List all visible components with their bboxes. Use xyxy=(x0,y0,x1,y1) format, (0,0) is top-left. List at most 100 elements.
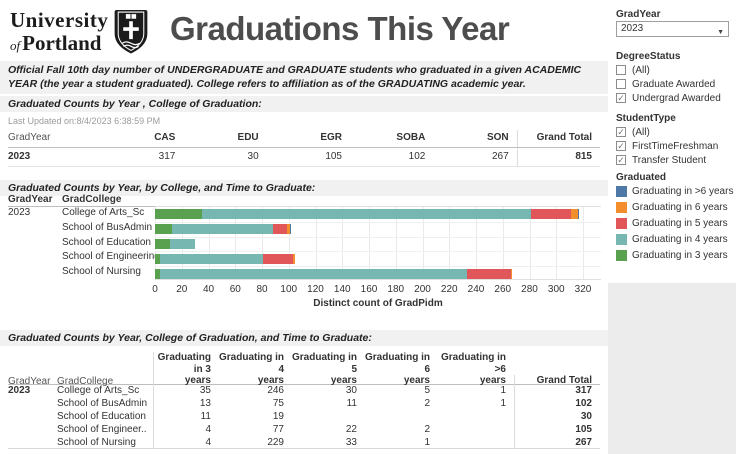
detail-table-header-row: GradYear GradCollege Graduating in 3 years… xyxy=(8,352,600,390)
axis-tick-label: 60 xyxy=(229,284,241,295)
legend-label: Graduating in >6 years xyxy=(632,185,734,197)
table-cell: 1 xyxy=(500,385,506,396)
stacked-bar xyxy=(155,253,296,264)
table-cell: 105 xyxy=(266,148,350,167)
table-row: School of Nursing 4 229 33 1 267 xyxy=(8,436,600,450)
filter-sidebar: GradYear 2023 ▼ DegreeStatus (All) Gradua… xyxy=(608,0,736,454)
bar-segment[interactable] xyxy=(155,253,161,264)
bar-segment[interactable] xyxy=(155,224,173,235)
table-cell-grand-total: 105 xyxy=(514,423,600,437)
bar-segment[interactable] xyxy=(160,268,467,279)
bar-segment[interactable] xyxy=(577,209,579,220)
checkbox-label: Undergrad Awarded xyxy=(632,92,721,104)
gridline xyxy=(502,207,504,279)
bar-segment[interactable] xyxy=(155,268,161,279)
table-cell: 19 xyxy=(272,410,284,422)
filter-checkbox-row[interactable]: ✓ FirstTimeFreshman xyxy=(616,140,718,152)
filter-checkbox-row[interactable]: (All) xyxy=(616,64,721,76)
gridline xyxy=(422,207,424,279)
legend-item[interactable]: Graduating in >6 years xyxy=(616,185,733,197)
logo-portland: Portland xyxy=(22,30,102,55)
table-row: 2023 College of Arts_Sc 35 246 30 5 1 317 xyxy=(8,385,600,398)
bar-segment[interactable] xyxy=(570,209,578,220)
table-cell-year xyxy=(8,424,57,437)
gradyear-filter-label: GradYear xyxy=(616,9,661,20)
university-logo-text: University ofPortland xyxy=(10,9,108,55)
checkbox-checked-icon[interactable]: ✓ xyxy=(616,93,626,103)
chart-category-label: School of Education xyxy=(62,236,151,248)
filter-checkbox-row[interactable]: Graduate Awarded xyxy=(616,78,721,90)
table-cell: 815 xyxy=(516,148,600,167)
checkbox-unchecked-icon[interactable] xyxy=(616,79,626,89)
filter-checkbox-row[interactable]: ✓ (All) xyxy=(616,126,718,138)
checkbox-label: Transfer Student xyxy=(632,154,707,166)
bar-segment[interactable] xyxy=(160,253,264,264)
legend-item[interactable]: Graduating in 5 years xyxy=(616,217,733,229)
axis-tick-label: 200 xyxy=(414,284,431,295)
axis-tick-label: 300 xyxy=(547,284,565,295)
table-cell-year xyxy=(8,398,57,411)
legend-item[interactable]: Graduating in 6 years xyxy=(616,201,733,213)
bar-segment[interactable] xyxy=(510,268,513,279)
column-header: EDU xyxy=(183,130,267,148)
table-cell: 2 xyxy=(424,397,430,409)
bar-segment[interactable] xyxy=(155,209,202,220)
degreestatus-filter-label: DegreeStatus xyxy=(616,51,681,62)
checkbox-checked-icon[interactable]: ✓ xyxy=(616,127,626,137)
table-cell: 4 xyxy=(153,423,219,437)
column-header: Graduating in >6 years xyxy=(441,352,506,386)
row-separator xyxy=(155,266,601,268)
column-header: GradCollege xyxy=(57,375,114,387)
bar-segment[interactable] xyxy=(530,209,571,220)
checkbox-checked-icon[interactable]: ✓ xyxy=(616,141,626,151)
bar-segment[interactable] xyxy=(290,224,292,235)
table-cell: 246 xyxy=(267,385,284,396)
legend-item[interactable]: Graduating in 3 years xyxy=(616,249,733,261)
axis-tick-label: 260 xyxy=(494,284,512,295)
bar-segment[interactable] xyxy=(287,224,291,235)
gridline xyxy=(449,207,451,279)
gridline xyxy=(315,207,317,279)
gridline xyxy=(208,207,210,279)
bar-segment[interactable] xyxy=(201,209,531,220)
table-cell-college: School of Education xyxy=(57,410,146,422)
chart-year-label: 2023 xyxy=(8,207,31,218)
column-header: CAS xyxy=(100,130,184,148)
filter-checkbox-row[interactable]: ✓ Undergrad Awarded xyxy=(616,92,721,104)
table-cell: 267 xyxy=(433,148,517,167)
bar-segment[interactable] xyxy=(263,253,293,264)
bar-segment[interactable] xyxy=(169,239,196,249)
legend-item[interactable]: Graduating in 4 years xyxy=(616,233,733,245)
axis-tick-label: 160 xyxy=(360,284,378,295)
table-cell-college: School of Nursing xyxy=(57,436,136,448)
checkbox-checked-icon[interactable]: ✓ xyxy=(616,155,626,165)
column-header: SOBA xyxy=(350,130,434,148)
bar-segment[interactable] xyxy=(172,224,273,235)
row-separator xyxy=(155,221,601,223)
table-cell-college: School of Engineer.. xyxy=(57,423,147,435)
studenttype-filter-label: StudentType xyxy=(616,113,676,124)
chart-category-label: School of Nursing xyxy=(62,266,141,278)
chart-gradcollege-header: GradCollege xyxy=(62,194,122,205)
column-header: GradYear xyxy=(8,375,51,387)
gridline xyxy=(342,207,344,279)
filter-checkbox-row[interactable]: ✓ Transfer Student xyxy=(616,154,718,166)
table-cell: 30 xyxy=(345,385,357,396)
table-cell: 75 xyxy=(272,397,284,409)
bar-segment[interactable] xyxy=(272,224,288,235)
color-legend: Graduating in >6 years Graduating in 6 ye… xyxy=(616,185,733,265)
detail-table: GradYear GradCollege Graduating in 3 years… xyxy=(8,352,600,450)
bar-segment[interactable] xyxy=(155,239,170,249)
section-title-chart: Graduated Counts by Year, by College, an… xyxy=(0,180,608,196)
gradyear-dropdown[interactable]: 2023 ▼ xyxy=(616,21,729,37)
checkbox-unchecked-icon[interactable] xyxy=(616,65,626,75)
x-axis-ticks: 0 20 40 60 80 100 120 140 160 180 200 220 240 260 280 3… xyxy=(152,284,601,295)
gridline xyxy=(288,207,290,279)
table-cell: 33 xyxy=(345,436,357,448)
bar-segment[interactable] xyxy=(466,268,511,279)
axis-tick-label: 80 xyxy=(256,284,268,295)
bar-segment[interactable] xyxy=(292,253,296,264)
table-cell xyxy=(438,424,514,437)
column-header: SON xyxy=(433,130,517,148)
axis-tick-label: 120 xyxy=(307,284,324,295)
